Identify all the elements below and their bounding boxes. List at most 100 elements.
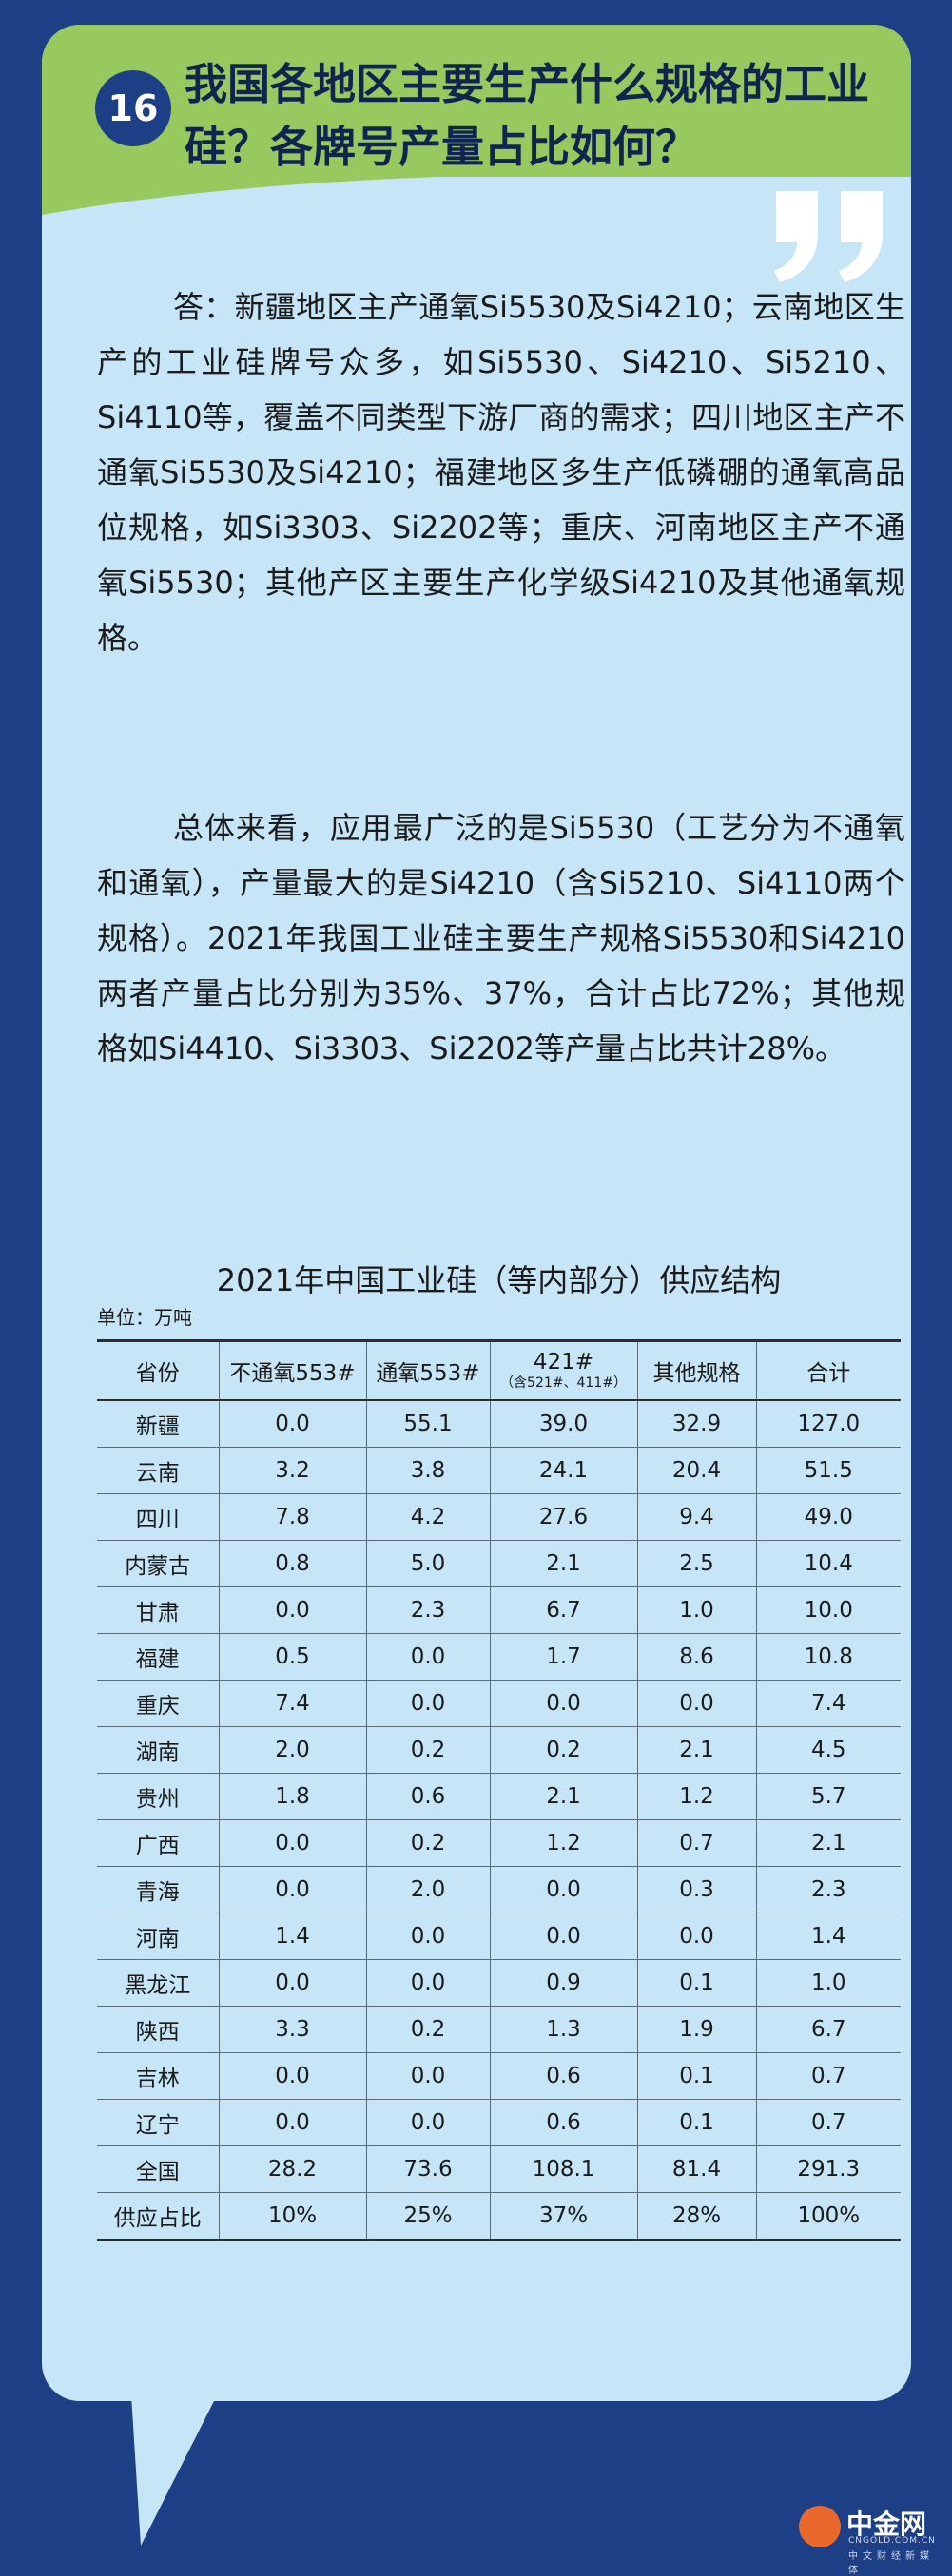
value-cell: 0.0 (366, 1913, 491, 1960)
value-cell: 2.3 (756, 1866, 901, 1913)
table-row: 广西 0.0 0.2 1.2 0.7 2.1 (97, 1819, 901, 1867)
value-cell: 73.6 (366, 2145, 491, 2193)
value-cell: 0.3 (637, 1866, 757, 1913)
value-cell: 0.1 (637, 2099, 757, 2146)
value-cell: 28.2 (219, 2145, 367, 2193)
row-label-cell: 黑龙江 (97, 1959, 220, 2007)
value-cell: 25% (366, 2192, 491, 2240)
value-cell: 2.1 (490, 1773, 638, 1820)
row-label-cell: 河南 (97, 1913, 220, 1960)
value-cell: 1.0 (756, 1959, 901, 2007)
row-label-cell: 青海 (97, 1866, 220, 1913)
table-row: 河南 1.4 0.0 0.0 0.0 1.4 (97, 1913, 901, 1960)
value-cell: 0.0 (637, 1680, 757, 1727)
value-cell: 0.2 (366, 2006, 491, 2053)
value-cell: 7.4 (756, 1680, 901, 1727)
row-label-cell: 供应占比 (97, 2192, 220, 2240)
answer-paragraph-1: 答：新疆地区主产通氧Si5530及Si4210；云南地区生产的工业硅牌号众多，如… (97, 289, 905, 656)
header-wave (42, 177, 911, 310)
value-cell: 9.4 (637, 1493, 757, 1541)
table-row: 内蒙古 0.8 5.0 2.1 2.5 10.4 (97, 1540, 901, 1587)
value-cell: 6.7 (490, 1586, 638, 1634)
page-title: 我国各地区主要生产什么规格的工业硅？各牌号产量占比如何？ (185, 59, 870, 172)
value-cell: 10.4 (756, 1540, 901, 1587)
value-cell: 2.5 (637, 1540, 757, 1587)
content-card: 16 我国各地区主要生产什么规格的工业硅？各牌号产量占比如何？ 答：新疆地区主产… (42, 25, 911, 2401)
table-title: 2021年中国工业硅（等内部分）供应结构 (216, 1262, 782, 1298)
value-cell: 108.1 (490, 2145, 638, 2193)
table-row: 云南 3.2 3.8 24.1 20.4 51.5 (97, 1447, 901, 1494)
table-row: 甘肃 0.0 2.3 6.7 1.0 10.0 (97, 1586, 901, 1634)
value-cell: 7.8 (219, 1493, 367, 1541)
value-cell: 0.0 (490, 1680, 638, 1727)
value-cell: 10.0 (756, 1586, 901, 1634)
value-cell: 0.7 (756, 2099, 901, 2146)
value-cell: 0.2 (366, 1726, 491, 1774)
table-row: 贵州 1.8 0.6 2.1 1.2 5.7 (97, 1773, 901, 1820)
row-label-cell: 重庆 (97, 1680, 220, 1727)
table-row: 四川 7.8 4.2 27.6 9.4 49.0 (97, 1493, 901, 1541)
value-cell: 0.2 (366, 1819, 491, 1867)
value-cell: 7.4 (219, 1680, 367, 1727)
value-cell: 0.6 (366, 1773, 491, 1820)
table-row: 新疆 0.0 55.1 39.0 32.9 127.0 (97, 1400, 901, 1448)
logo-icon (799, 2506, 841, 2547)
supply-structure-table: 省份 不通氧553# 通氧553# 421# （含521#、411#） 其他规格… (97, 1339, 901, 2241)
value-cell: 2.0 (219, 1726, 367, 1774)
value-cell: 24.1 (490, 1447, 638, 1494)
table-header-row: 省份 不通氧553# 通氧553# 421# （含521#、411#） 其他规格… (97, 1340, 901, 1401)
row-label-cell: 新疆 (97, 1400, 220, 1448)
table-body: 新疆 0.0 55.1 39.0 32.9 127.0 云南 3.2 3.8 24.1 20.4 51… (97, 1400, 901, 2240)
value-cell: 5.7 (756, 1773, 901, 1820)
value-cell: 51.5 (756, 1447, 901, 1494)
quote-mark-icon (774, 191, 883, 282)
value-cell: 37% (490, 2192, 638, 2240)
row-label-cell: 陕西 (97, 2006, 220, 2053)
value-cell: 1.3 (490, 2006, 638, 2053)
value-cell: 0.7 (756, 2052, 901, 2100)
value-cell: 0.0 (490, 1913, 638, 1960)
value-cell: 0.0 (219, 2052, 367, 2100)
column-header-sub: （含521#、411#） (500, 1375, 627, 1391)
column-header: 省份 (97, 1340, 220, 1401)
value-cell: 28% (637, 2192, 757, 2240)
value-cell: 1.8 (219, 1773, 367, 1820)
table-row: 福建 0.5 0.0 1.7 8.6 10.8 (97, 1633, 901, 1681)
value-cell: 10% (219, 2192, 367, 2240)
value-cell: 1.9 (637, 2006, 757, 2053)
row-label-cell: 内蒙古 (97, 1540, 220, 1587)
value-cell: 0.6 (490, 2052, 638, 2100)
value-cell: 0.0 (366, 1680, 491, 1727)
value-cell: 0.8 (219, 1540, 367, 1587)
table-row: 黑龙江 0.0 0.0 0.9 0.1 1.0 (97, 1959, 901, 2007)
brand-logo: 中金网 CNGOLD.COM.CN 中文财经新媒体 (799, 2502, 942, 2576)
row-label-cell: 贵州 (97, 1773, 220, 1820)
value-cell: 3.2 (219, 1447, 367, 1494)
answer-paragraph-2: 总体来看，应用最广泛的是Si5530（工艺分为不通氧和通氧），产量最大的是Si4… (97, 810, 905, 1067)
value-cell: 0.0 (366, 1633, 491, 1681)
value-cell: 2.1 (637, 1726, 757, 1774)
value-cell: 32.9 (637, 1400, 757, 1448)
table-row: 陕西 3.3 0.2 1.3 1.9 6.7 (97, 2006, 901, 2053)
value-cell: 1.2 (637, 1773, 757, 1820)
value-cell: 0.9 (490, 1959, 638, 2007)
value-cell: 1.2 (490, 1819, 638, 1867)
column-header: 421# （含521#、411#） (490, 1340, 638, 1401)
table-row: 重庆 7.4 0.0 0.0 0.0 7.4 (97, 1680, 901, 1727)
row-label-cell: 广西 (97, 1819, 220, 1867)
value-cell: 49.0 (756, 1493, 901, 1541)
value-cell: 127.0 (756, 1400, 901, 1448)
value-cell: 2.3 (366, 1586, 491, 1634)
value-cell: 10.8 (756, 1633, 901, 1681)
row-label-cell: 云南 (97, 1447, 220, 1494)
value-cell: 1.4 (756, 1913, 901, 1960)
value-cell: 0.6 (490, 2099, 638, 2146)
table-row: 青海 0.0 2.0 0.0 0.3 2.3 (97, 1866, 901, 1913)
value-cell: 2.0 (366, 1866, 491, 1913)
value-cell: 0.0 (366, 1959, 491, 2007)
speech-bubble-tail (131, 2395, 217, 2546)
row-label-cell: 湖南 (97, 1726, 220, 1774)
value-cell: 1.0 (637, 1586, 757, 1634)
question-number-badge: 16 (95, 70, 171, 146)
value-cell: 0.1 (637, 2052, 757, 2100)
